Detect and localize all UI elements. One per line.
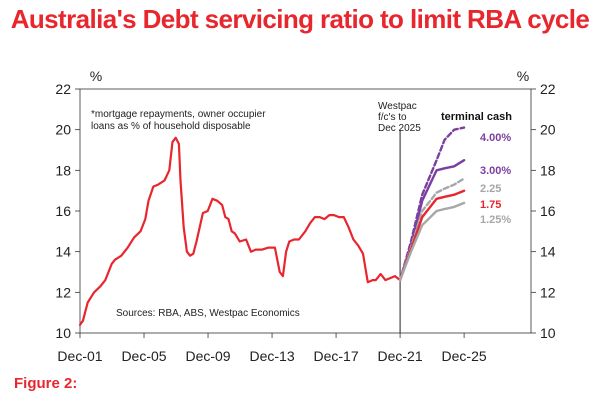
x-tick-label: Dec-13 xyxy=(249,348,294,364)
chart-annotations: 10 10 12 12 14 14 16 16 18 18 20 20 22 22% % Dec-01 Dec-… xyxy=(55,68,555,364)
y-tick-label-right: 18 xyxy=(540,162,556,178)
x-tick-label: Dec-17 xyxy=(313,348,358,364)
forecast-label-4: 1.25% xyxy=(480,214,511,226)
y-tick-label-left: 20 xyxy=(55,122,71,138)
x-tick-label: Dec-21 xyxy=(378,348,423,364)
y-tick-label-right: 12 xyxy=(540,284,556,300)
history-line xyxy=(78,136,402,326)
y-tick-label-left: 10 xyxy=(55,325,71,341)
y-tick-label-left: 22 xyxy=(55,81,71,97)
y-tick-label-right: 14 xyxy=(540,244,556,260)
data-lines xyxy=(78,126,466,326)
x-tick-label: Dec-09 xyxy=(185,348,230,364)
y-unit-right: % xyxy=(517,68,529,84)
x-tick-label: Dec-05 xyxy=(121,348,166,364)
forecast-line-3 xyxy=(398,189,466,282)
y-tick-label-left: 12 xyxy=(55,284,71,300)
source-note: Sources: RBA, ABS, Westpac Economics xyxy=(116,308,300,319)
chart-headline: Australia's Debt servicing ratio to limi… xyxy=(10,4,590,34)
note-line: *mortgage repayments, owner occupier xyxy=(91,109,266,120)
x-tick-label: Dec-25 xyxy=(442,348,487,364)
axis-ticks xyxy=(75,88,536,338)
forecast-line-4 xyxy=(398,201,466,282)
figure-label: Figure 2: xyxy=(14,375,78,392)
y-tick-label-right: 20 xyxy=(540,122,556,138)
legend-title: terminal cash xyxy=(441,111,512,123)
y-tick-label-left: 14 xyxy=(55,244,71,260)
forecast-note-line: Dec 2025 xyxy=(378,123,421,134)
y-tick-label-right: 22 xyxy=(540,81,556,97)
y-tick-label-right: 16 xyxy=(540,203,556,219)
y-tick-label-left: 18 xyxy=(55,162,71,178)
forecast-label-0: 4.00% xyxy=(480,132,511,144)
y-tick-label-right: 10 xyxy=(540,325,556,341)
forecast-label-1: 3.00% xyxy=(480,165,511,177)
forecast-label-2: 2.25 xyxy=(480,183,501,195)
note-line: loans as % of household disposable xyxy=(91,121,251,132)
forecast-label-3: 1.75 xyxy=(480,199,501,211)
forecast-line-1 xyxy=(398,159,466,282)
y-tick-label-left: 16 xyxy=(55,203,71,219)
y-unit-left: % xyxy=(90,68,102,84)
forecast-note-line: f/c's to xyxy=(378,112,407,123)
forecast-note-line: Westpac xyxy=(378,101,417,112)
x-tick-label: Dec-01 xyxy=(57,348,102,364)
